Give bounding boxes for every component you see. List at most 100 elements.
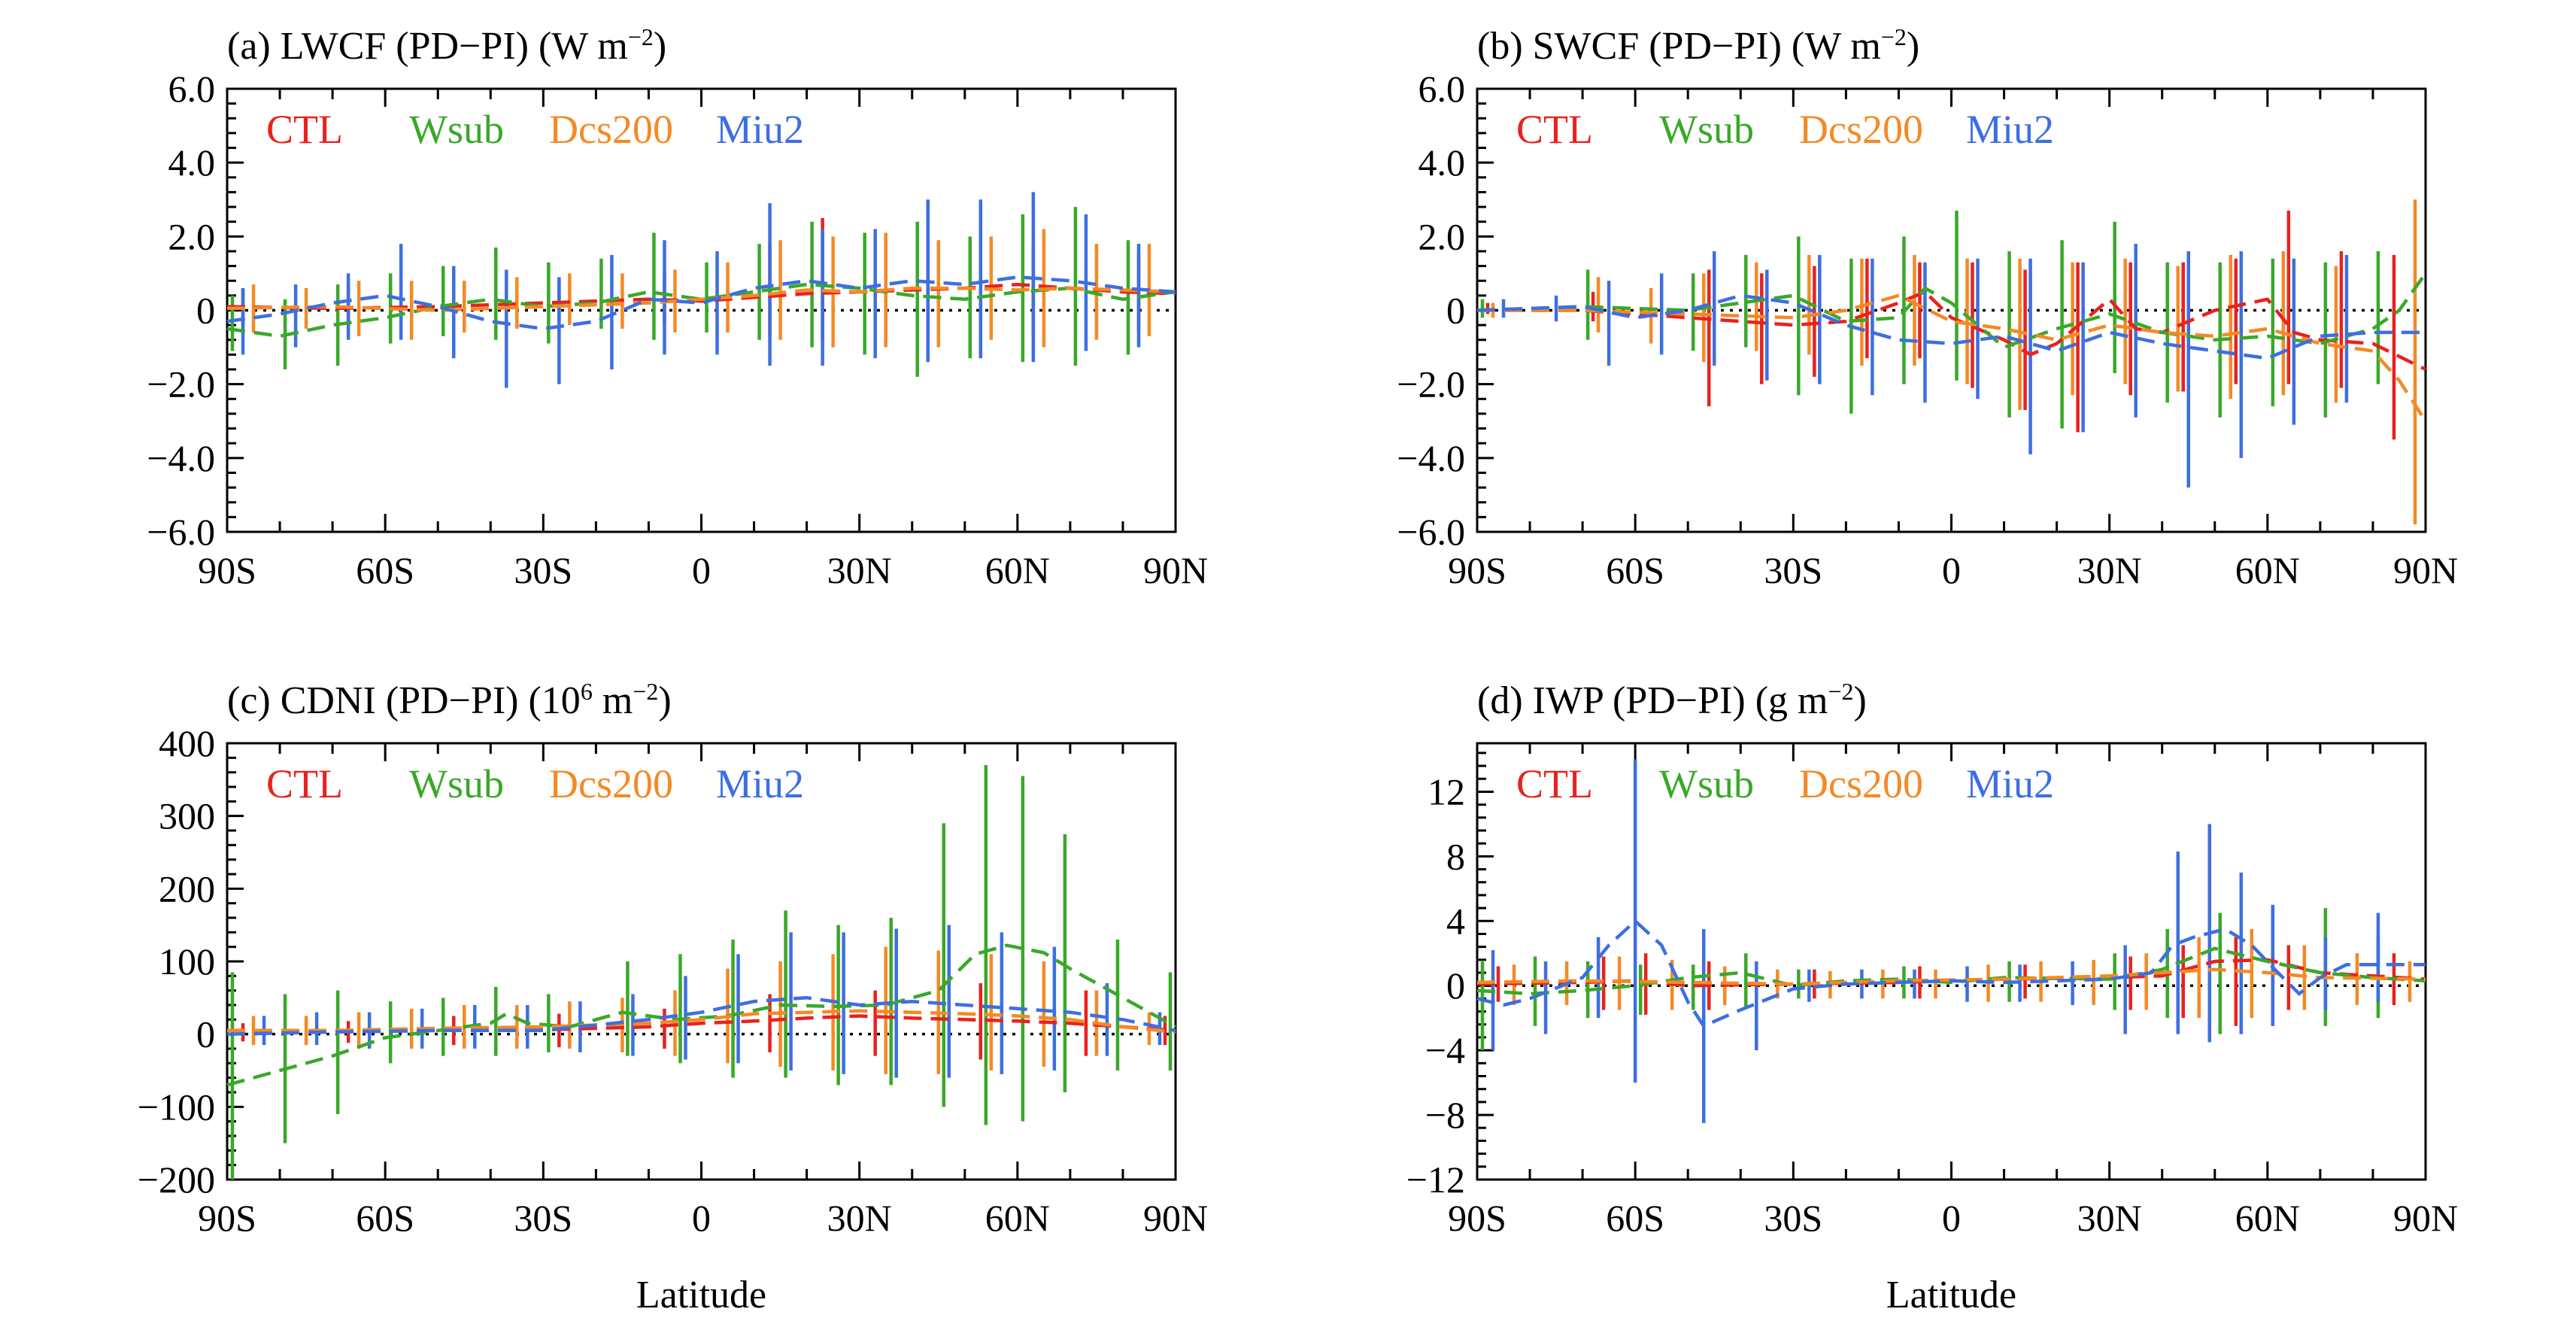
- legend-entry-ctl: CTL: [1516, 761, 1593, 806]
- series-ctl: [241, 217, 1141, 344]
- x-tick-label: 30S: [514, 549, 572, 591]
- mean-line-miu2: [1476, 919, 2426, 1028]
- legend-entry-wsub: Wsub: [1659, 761, 1754, 806]
- mean-line-dcs200: [226, 286, 1176, 312]
- y-tick-label: −6.0: [147, 511, 215, 553]
- x-tick-label: 0: [692, 549, 711, 591]
- series-dcs200: [251, 229, 1151, 348]
- y-tick-label: 4: [1446, 900, 1465, 942]
- panel-d: (d) IWP (PD−PI) (g m−2) −12 −8 −4 0 4 8 12 90S 60…: [1406, 678, 2458, 1316]
- legend-entry-wsub: Wsub: [1659, 107, 1754, 152]
- legend-entry-miu2: Miu2: [716, 107, 804, 152]
- mean-line-dcs200: [1477, 293, 2427, 423]
- x-tick-label: 30N: [2077, 1197, 2142, 1239]
- x-tick-label: 0: [692, 1197, 711, 1239]
- y-tick-label: −6.0: [1397, 511, 1465, 553]
- y-tick-label: 0: [196, 1013, 215, 1055]
- legend-entry-wsub: Wsub: [409, 107, 504, 152]
- x-tick-label: 90S: [198, 549, 256, 591]
- y-tick-label: 6.0: [1418, 68, 1466, 110]
- series-wsub: [230, 765, 1173, 1180]
- y-tick-label: 6.0: [168, 68, 216, 110]
- series-wsub: [1480, 210, 2380, 429]
- x-tick-label: 60S: [1606, 549, 1664, 591]
- y-tick-label: −12: [1406, 1158, 1465, 1201]
- y-tick-label: 100: [159, 940, 215, 982]
- x-tick-label: 60N: [985, 1197, 1050, 1239]
- legend-entry-wsub: Wsub: [409, 761, 504, 806]
- y-tick-label: −2.0: [147, 363, 215, 405]
- mean-line-miu2: [1476, 293, 2426, 360]
- x-tick-label: 30N: [2077, 549, 2142, 591]
- mean-line-dcs200: [227, 1009, 1176, 1034]
- x-tick-label: 30S: [1764, 549, 1822, 591]
- y-tick-label: 12: [1428, 770, 1465, 812]
- x-tick-label: 60N: [2235, 549, 2300, 591]
- y-tick-label: 200: [159, 867, 215, 909]
- series-wsub: [1480, 904, 2380, 1051]
- x-tick-label: 0: [1942, 549, 1961, 591]
- y-tick-label: 0: [1446, 290, 1465, 332]
- y-tick-label: −200: [138, 1158, 215, 1201]
- x-tick-label: 30N: [827, 1197, 892, 1239]
- legend-entry-dcs200: Dcs200: [549, 761, 673, 806]
- x-tick-label: 60S: [356, 1197, 414, 1239]
- x-tick-label: 30S: [514, 1197, 572, 1239]
- y-tick-label: −4.0: [1397, 437, 1465, 479]
- mean-line-wsub: [226, 943, 1177, 1087]
- y-tick-label: 4.0: [1418, 141, 1466, 184]
- series-miu2: [1501, 244, 2349, 488]
- legend-entry-dcs200: Dcs200: [1799, 107, 1923, 152]
- y-tick-label: 300: [159, 795, 215, 837]
- legend-entry-miu2: Miu2: [1966, 107, 2054, 152]
- x-tick-label: 90S: [1448, 1197, 1506, 1239]
- series-miu2: [1491, 759, 2380, 1123]
- x-tick-label: 60N: [985, 549, 1050, 591]
- series-dcs200: [251, 946, 1151, 1074]
- panel-c: (c) CDNI (PD−PI) (106 m−2) −200 −100 0 100 20…: [138, 678, 1208, 1316]
- y-tick-label: −4: [1425, 1029, 1465, 1071]
- x-tick-label: 90N: [2393, 549, 2458, 591]
- y-tick-label: −100: [138, 1086, 215, 1128]
- legend-entry-miu2: Miu2: [716, 761, 804, 806]
- legend-entry-dcs200: Dcs200: [549, 107, 673, 152]
- x-tick-label: 30N: [827, 549, 892, 591]
- x-tick-label: 0: [1942, 1197, 1961, 1239]
- series-ctl: [1485, 210, 2396, 440]
- x-tick-label: 90N: [1143, 1197, 1208, 1239]
- y-tick-label: −2.0: [1397, 363, 1465, 405]
- mean-line-ctl: [226, 282, 1176, 311]
- y-tick-label: −4.0: [147, 437, 215, 479]
- panel-a: (a) LWCF (PD−PI) (W m−2) −6.0 −4.0 −2.0 0 2.0…: [147, 23, 1208, 591]
- panel-title: (a) LWCF (PD−PI) (W m−2): [227, 23, 666, 68]
- x-tick-label: 60S: [356, 549, 414, 591]
- y-tick-label: 2.0: [168, 215, 216, 257]
- panel-title: (b) SWCF (PD−PI) (W m−2): [1477, 23, 1919, 68]
- plot-frame: [226, 742, 1177, 1181]
- legend-entry-miu2: Miu2: [1966, 761, 2054, 806]
- x-axis-label: Latitude: [636, 1274, 766, 1316]
- legend-entry-ctl: CTL: [266, 107, 343, 152]
- x-tick-label: 90N: [2393, 1197, 2458, 1239]
- y-tick-label: 0: [196, 290, 215, 332]
- series-dcs200: [1491, 199, 2417, 525]
- x-tick-label: 30S: [1764, 1197, 1822, 1239]
- legend-entry-ctl: CTL: [1516, 107, 1593, 152]
- series-miu2: [262, 925, 1162, 1078]
- legend-entry-ctl: CTL: [266, 761, 343, 806]
- y-tick-label: 0: [1446, 964, 1465, 1007]
- series-wsub: [230, 207, 1130, 377]
- mean-line-miu2: [226, 996, 1176, 1036]
- y-tick-label: 2.0: [1418, 215, 1466, 257]
- series-miu2: [241, 192, 1141, 388]
- panel-title: (c) CDNI (PD−PI) (106 m−2): [227, 678, 672, 722]
- x-tick-label: 60N: [2235, 1197, 2300, 1239]
- y-tick-label: 400: [159, 722, 215, 764]
- y-tick-label: −8: [1425, 1094, 1465, 1136]
- panel-b: (b) SWCF (PD−PI) (W m−2) −6.0 −4.0 −2.0 0 2.0…: [1397, 23, 2458, 591]
- y-tick-label: 8: [1446, 835, 1465, 877]
- series-ctl: [1496, 937, 2396, 1026]
- mean-line-wsub: [226, 282, 1176, 339]
- x-axis-label: Latitude: [1886, 1274, 2016, 1316]
